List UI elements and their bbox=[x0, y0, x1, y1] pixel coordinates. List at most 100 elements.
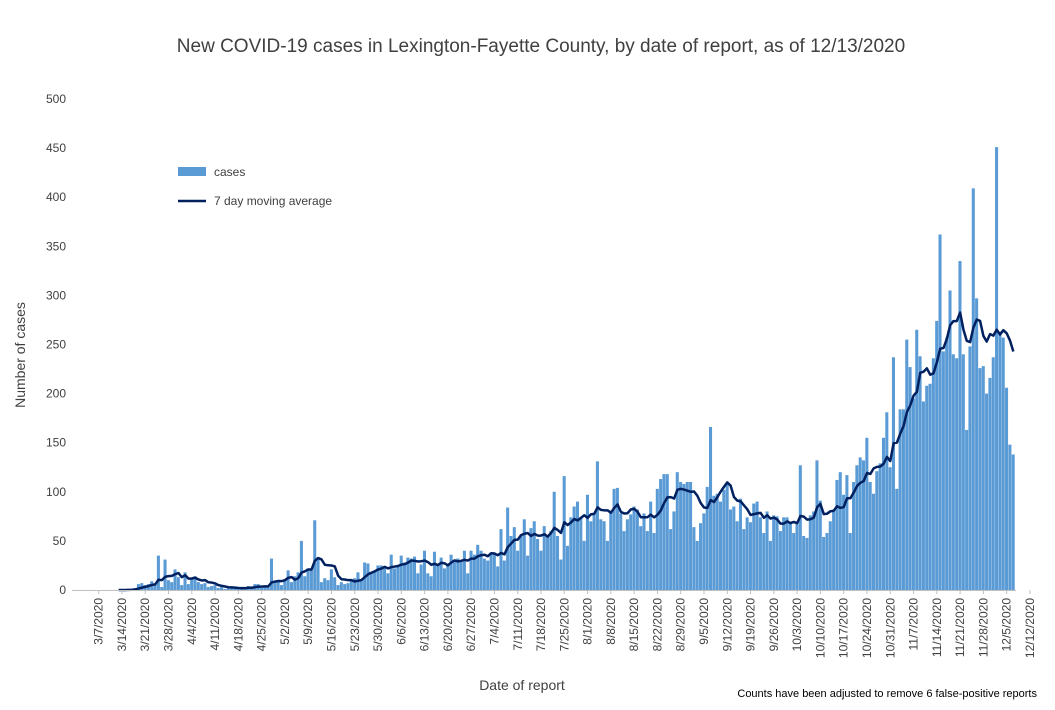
cases-bar bbox=[755, 501, 759, 590]
x-tick-label: 5/9/2020 bbox=[301, 598, 315, 645]
x-tick-label: 3/21/2020 bbox=[138, 598, 152, 652]
cases-bar bbox=[798, 465, 802, 590]
cases-bar bbox=[366, 563, 370, 590]
cases-bar bbox=[589, 521, 593, 590]
cases-bar bbox=[569, 517, 573, 590]
x-tick-label: 8/8/2020 bbox=[604, 598, 618, 645]
cases-bar bbox=[639, 526, 643, 590]
cases-bar bbox=[875, 471, 879, 590]
cases-bar bbox=[173, 569, 177, 590]
cases-bar bbox=[186, 584, 190, 590]
cases-bar bbox=[333, 577, 337, 590]
cases-bar bbox=[838, 472, 842, 590]
cases-bar bbox=[416, 573, 420, 590]
footnote: Counts have been adjusted to remove 6 fa… bbox=[737, 688, 1037, 700]
cases-bar bbox=[818, 500, 822, 590]
x-tick-label: 4/25/2020 bbox=[255, 598, 269, 652]
cases-bar bbox=[778, 531, 782, 590]
cases-bar bbox=[985, 393, 989, 590]
cases-bar bbox=[213, 585, 217, 590]
cases-bar bbox=[908, 367, 912, 590]
cases-bar bbox=[928, 383, 932, 590]
cases-bar bbox=[379, 565, 383, 590]
cases-bar bbox=[203, 583, 207, 590]
x-tick-label: 8/15/2020 bbox=[627, 598, 641, 652]
x-tick-label: 11/28/2020 bbox=[976, 598, 990, 657]
x-tick-label: 8/1/2020 bbox=[581, 598, 595, 645]
cases-bar bbox=[303, 576, 307, 590]
cases-bar bbox=[888, 467, 892, 590]
x-tick-label: 10/10/2020 bbox=[813, 598, 827, 658]
chart-title: New COVID-19 cases in Lexington-Fayette … bbox=[177, 36, 905, 57]
y-axis-ticks: 0 50 100 150 200 250 300 350 400 450 500 bbox=[46, 92, 66, 597]
cases-bar bbox=[419, 564, 423, 590]
cases-bar bbox=[752, 503, 756, 590]
x-tick-label: 5/30/2020 bbox=[371, 598, 385, 652]
cases-bar bbox=[881, 437, 886, 590]
cases-bar bbox=[595, 461, 599, 590]
cases-bar bbox=[665, 474, 669, 590]
cases-bar bbox=[193, 576, 197, 590]
x-tick-label: 5/16/2020 bbox=[324, 598, 338, 652]
cases-bar bbox=[965, 429, 969, 590]
cases-bar bbox=[479, 550, 483, 590]
cases-bar bbox=[718, 501, 723, 590]
cases-bar bbox=[918, 356, 922, 590]
cases-bar bbox=[200, 584, 204, 590]
x-axis-ticks: 3/7/2020 3/14/2020 3/21/2020 3/28/2020 4/4/2… bbox=[92, 590, 1037, 658]
y-tick-label: 400 bbox=[46, 190, 66, 204]
cases-bar bbox=[386, 573, 390, 590]
cases-bar bbox=[1001, 337, 1005, 590]
cases-bar bbox=[389, 554, 393, 590]
cases-bar bbox=[825, 533, 829, 590]
cases-bar bbox=[582, 540, 586, 590]
cases-bar bbox=[313, 520, 317, 590]
x-tick-label: 7/25/2020 bbox=[557, 598, 571, 652]
cases-bar bbox=[782, 517, 786, 590]
cases-bar bbox=[406, 557, 410, 590]
cases-bar bbox=[353, 578, 357, 590]
cases-bar bbox=[609, 511, 613, 590]
cases-bar bbox=[180, 585, 184, 590]
cases-bar bbox=[862, 460, 866, 590]
cases-bar bbox=[472, 554, 476, 590]
cases-bar bbox=[519, 535, 523, 590]
x-tick-label: 10/24/2020 bbox=[860, 598, 874, 658]
cases-bar bbox=[176, 577, 180, 590]
cases-bar bbox=[492, 552, 496, 590]
cases-bar bbox=[346, 583, 350, 590]
legend: cases 7 day moving average bbox=[178, 165, 332, 208]
cases-bar bbox=[808, 515, 812, 590]
cases-bar bbox=[230, 588, 234, 590]
x-tick-label: 10/17/2020 bbox=[837, 598, 851, 658]
cases-bar bbox=[462, 550, 466, 590]
cases-bar bbox=[765, 511, 769, 590]
cases-bar bbox=[512, 527, 516, 590]
cases-bar bbox=[575, 501, 580, 590]
cases-bar bbox=[642, 513, 646, 590]
cases-bar bbox=[649, 501, 653, 590]
cases-bar bbox=[625, 519, 629, 590]
cases-bar bbox=[599, 519, 603, 590]
cases-bar bbox=[160, 587, 164, 590]
cases-bar bbox=[885, 412, 889, 590]
cases-bar bbox=[170, 582, 174, 590]
cases-bar bbox=[296, 572, 300, 590]
cases-bar bbox=[742, 529, 746, 590]
cases-bar bbox=[968, 346, 972, 590]
cases-bar bbox=[263, 587, 267, 590]
x-tick-label: 7/18/2020 bbox=[534, 598, 548, 652]
cases-bar bbox=[612, 488, 616, 590]
x-tick-label: 9/19/2020 bbox=[744, 598, 758, 652]
cases-bar bbox=[289, 582, 293, 590]
cases-bar bbox=[220, 587, 224, 590]
cases-bar bbox=[426, 573, 430, 590]
cases-bar bbox=[316, 557, 320, 590]
cases-bar bbox=[695, 540, 699, 590]
cases-bar bbox=[662, 474, 666, 590]
cases-bar bbox=[679, 481, 683, 590]
cases-bar bbox=[602, 521, 606, 590]
cases-bar bbox=[915, 329, 919, 590]
cases-bar bbox=[935, 320, 939, 590]
